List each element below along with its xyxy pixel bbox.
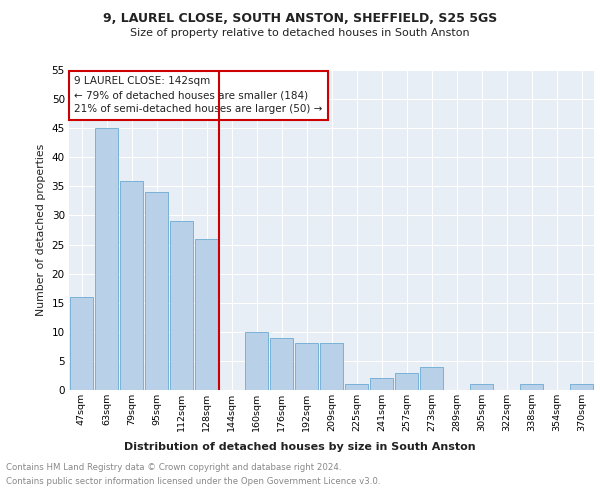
Bar	[145, 192, 168, 390]
Bar	[120, 180, 143, 390]
Bar	[95, 128, 118, 390]
Y-axis label: Number of detached properties: Number of detached properties	[36, 144, 46, 316]
Bar	[320, 344, 343, 390]
Text: 9, LAUREL CLOSE, SOUTH ANSTON, SHEFFIELD, S25 5GS: 9, LAUREL CLOSE, SOUTH ANSTON, SHEFFIELD…	[103, 12, 497, 26]
Text: Contains public sector information licensed under the Open Government Licence v3: Contains public sector information licen…	[6, 477, 380, 486]
Bar	[395, 372, 418, 390]
Bar	[195, 238, 218, 390]
Bar	[270, 338, 293, 390]
Text: Size of property relative to detached houses in South Anston: Size of property relative to detached ho…	[130, 28, 470, 38]
Bar	[370, 378, 393, 390]
Text: 9 LAUREL CLOSE: 142sqm
← 79% of detached houses are smaller (184)
21% of semi-de: 9 LAUREL CLOSE: 142sqm ← 79% of detached…	[74, 76, 323, 114]
Bar	[245, 332, 268, 390]
Bar	[295, 344, 318, 390]
Text: Contains HM Land Registry data © Crown copyright and database right 2024.: Contains HM Land Registry data © Crown c…	[6, 464, 341, 472]
Bar	[520, 384, 543, 390]
Bar	[70, 297, 93, 390]
Bar	[345, 384, 368, 390]
Bar	[420, 366, 443, 390]
Bar	[570, 384, 593, 390]
Bar	[170, 222, 193, 390]
Bar	[470, 384, 493, 390]
Text: Distribution of detached houses by size in South Anston: Distribution of detached houses by size …	[124, 442, 476, 452]
